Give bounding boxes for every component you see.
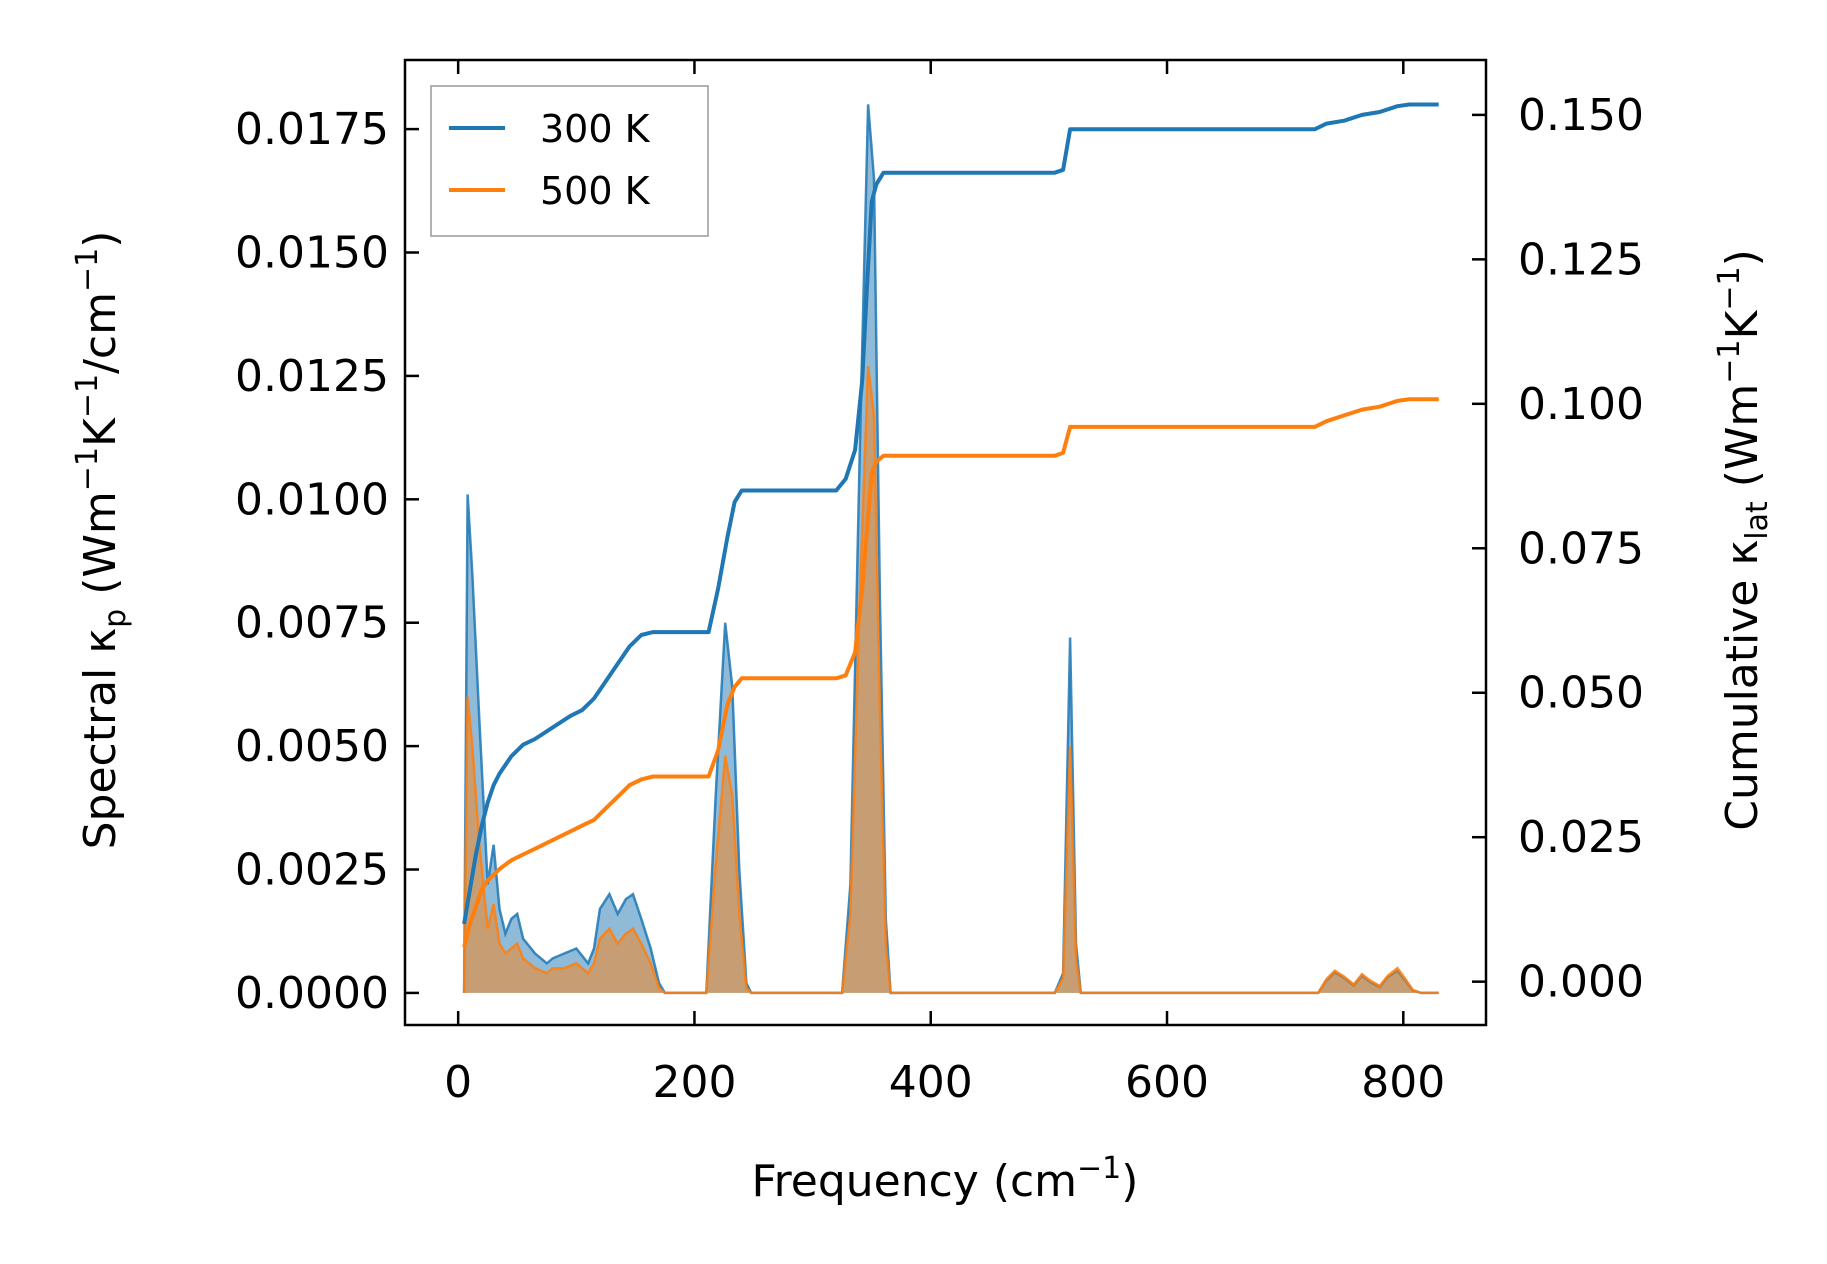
right-y-title-sup2: −1: [1712, 266, 1747, 310]
left-y-title-d: /cm: [75, 292, 126, 374]
x-axis-title-main: Frequency (cm: [752, 1156, 1078, 1207]
y-right-tick-label: 0.100: [1518, 379, 1644, 430]
y-left-tick-label: 0.0100: [235, 474, 389, 525]
left-y-title-c: K: [75, 417, 126, 447]
right-y-axis-title: Cumulative κlat (Wm−1K−1): [1712, 249, 1775, 831]
left-y-title-sup1: −1: [70, 447, 105, 491]
y-left-tick-label: 0.0150: [235, 228, 389, 279]
y-left-tick-label: 0.0050: [235, 721, 389, 772]
x-tick-label: 0: [444, 1057, 472, 1108]
right-y-title-sub: lat: [1740, 501, 1775, 540]
legend-label-500k: 500 K: [540, 169, 651, 213]
cumulative-line-300k: [462, 102, 1439, 925]
spectral-area-300k: [464, 104, 1439, 993]
y-right-tick-label: 0.000: [1518, 957, 1644, 1008]
cumulative-line-layer: [462, 102, 1439, 948]
right-y-title-c: K: [1717, 309, 1768, 339]
right-y-title-b: (Wm: [1717, 384, 1768, 502]
spectral-line-300k: [462, 104, 1439, 995]
y-right-tick-label: 0.025: [1518, 812, 1644, 863]
spectral-fill-layer: [462, 104, 1439, 995]
y-left-tick-label: 0.0000: [235, 968, 389, 1019]
axes-layer: [403, 58, 1488, 1027]
y-left-tick-label: 0.0175: [235, 104, 389, 155]
y-left-tick-label: 0.0125: [235, 351, 389, 402]
spectral-line-500k: [462, 365, 1439, 995]
x-tick-label: 200: [652, 1057, 736, 1108]
y-right-tick-label: 0.125: [1518, 234, 1644, 285]
y-right-tick-label: 0.150: [1518, 90, 1644, 141]
legend-frame: [430, 85, 709, 237]
x-axis-title-end: ): [1121, 1156, 1138, 1207]
left-y-title-b: (Wm: [75, 491, 126, 609]
ticks-layer: 0 200 400 600 800 0.0000 0.0025 0.0050 0.0075 0.0…: [235, 60, 1644, 1108]
y-left-tick-label: 0.0025: [235, 845, 389, 896]
x-tick-label: 400: [889, 1057, 973, 1108]
left-y-title-sup2: −1: [70, 374, 105, 418]
left-y-title-sub: p: [98, 609, 133, 628]
x-axis-title-sup: −1: [1077, 1151, 1121, 1186]
legend: 300 K 500 K: [430, 85, 709, 237]
right-y-title-sup1: −1: [1712, 339, 1747, 383]
x-tick-label: 800: [1361, 1057, 1445, 1108]
left-y-axis-title: Spectral κp (Wm−1K−1/cm−1): [70, 231, 133, 850]
x-axis-title: Frequency (cm−1): [752, 1151, 1139, 1207]
right-y-title-d: ): [1717, 249, 1768, 266]
legend-label-300k: 300 K: [540, 107, 651, 151]
cumulative-line-500k: [462, 397, 1439, 948]
y-left-tick-label: 0.0075: [235, 598, 389, 649]
left-y-title-e: ): [75, 231, 126, 248]
plot-frame: [403, 58, 1488, 1027]
left-y-title-a: Spectral κ: [75, 628, 126, 850]
y-right-tick-label: 0.050: [1518, 668, 1644, 719]
right-y-title-a: Cumulative κ: [1717, 540, 1768, 831]
x-tick-label: 600: [1125, 1057, 1209, 1108]
left-y-title-sup3: −1: [70, 248, 105, 292]
y-right-tick-label: 0.075: [1518, 523, 1644, 574]
